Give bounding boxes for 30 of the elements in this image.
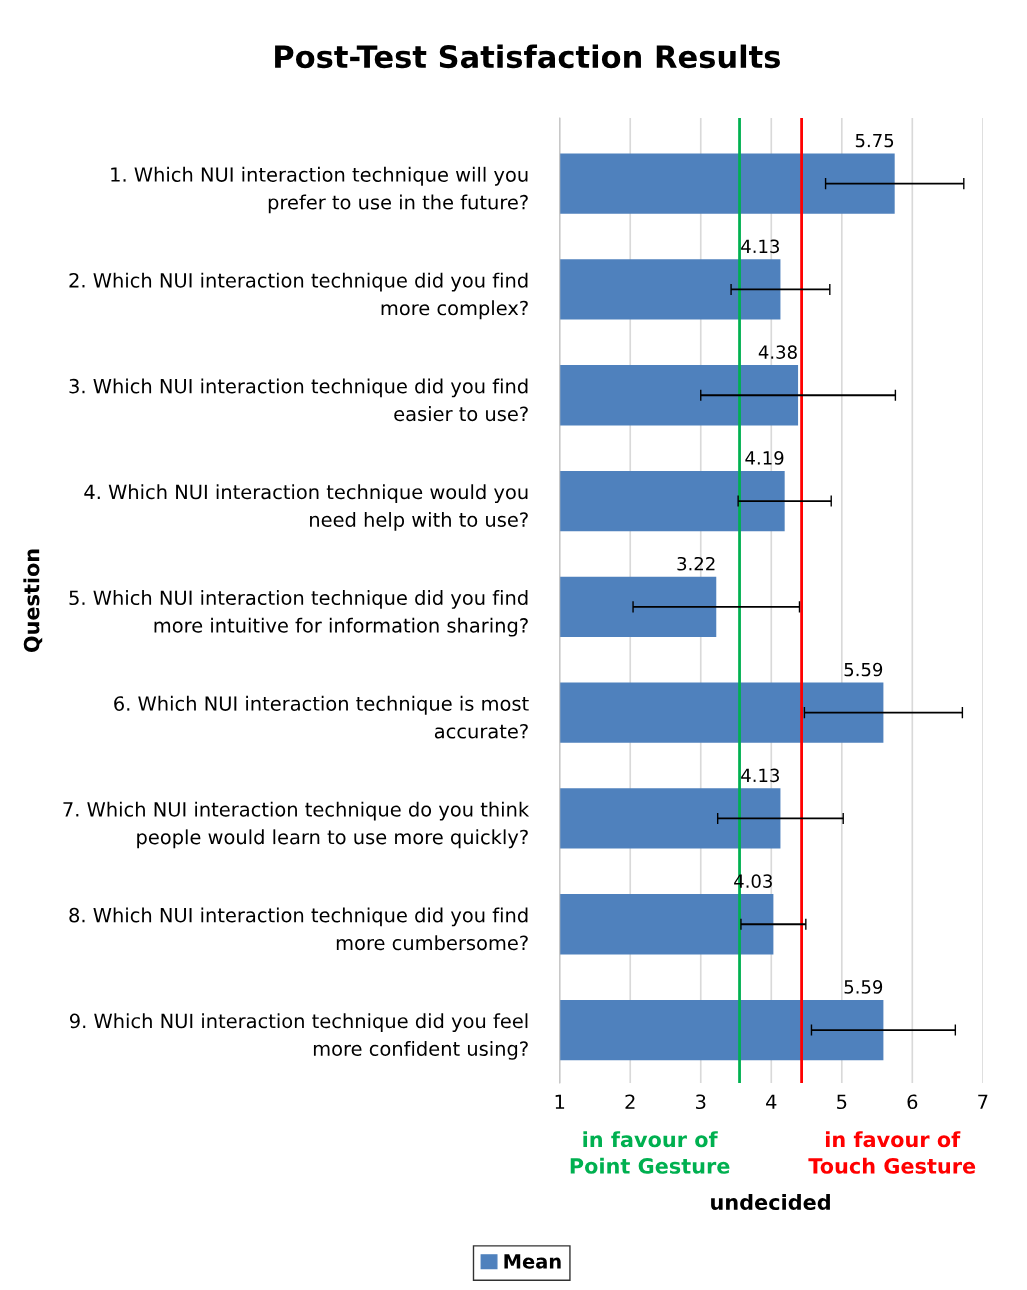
y-tick-label: 1. Which NUI interaction technique will you prefer to use in the future? (111, 166, 528, 214)
x-tick-label: 2 (625, 1094, 635, 1109)
ref-line-label: in favour of Touch Gesture (808, 1131, 976, 1174)
text: undecided (711, 1193, 830, 1211)
x-tick-label: 7 (978, 1094, 988, 1109)
data-label: 4.19 (745, 451, 784, 465)
y-tick-label: 5. Which NUI interaction technique did you find more intuitive for information sharing? (69, 590, 528, 637)
data-label: 5.59 (844, 662, 883, 677)
y-tick-label: 6. Which NUI interaction technique is most accurate? (114, 695, 529, 739)
data-label: 4.38 (758, 345, 797, 359)
ref-line-label: in favour of Point Gesture (570, 1131, 730, 1174)
data-label: 4.13 (741, 239, 779, 254)
y-tick-label: 2. Which NUI interaction technique did you find more complex? (69, 272, 528, 320)
y-axis-title: Question (23, 549, 43, 653)
data-label: 4.13 (741, 768, 779, 783)
x-tick-label: 3 (696, 1094, 706, 1110)
y-tick-label: 3. Which NUI interaction technique did you find easier to use? (69, 378, 528, 422)
y-tick-label: 4. Which NUI interaction technique would you need help with to use? (84, 484, 528, 531)
y-tick-label: 7. Which NUI interaction technique do you think people would learn to use more quickly? (63, 801, 530, 849)
data-label: 3.22 (677, 556, 715, 571)
x-tick-label: 4 (766, 1094, 777, 1109)
y-tick-label: 8. Which NUI interaction technique did you find more cumbersome? (69, 907, 528, 951)
legend-label: Mean (504, 1254, 561, 1269)
chart-title: Post-Test Satisfaction Results (275, 44, 780, 69)
x-tick-label: 1 (555, 1094, 565, 1109)
x-tick-label: 5 (837, 1094, 847, 1110)
y-tick-label: 9. Which NUI interaction technique did you feel more confident using? (69, 1013, 528, 1060)
data-label: 5.75 (855, 133, 894, 148)
data-label: 5.59 (844, 980, 883, 994)
x-tick-label: 6 (907, 1094, 918, 1110)
